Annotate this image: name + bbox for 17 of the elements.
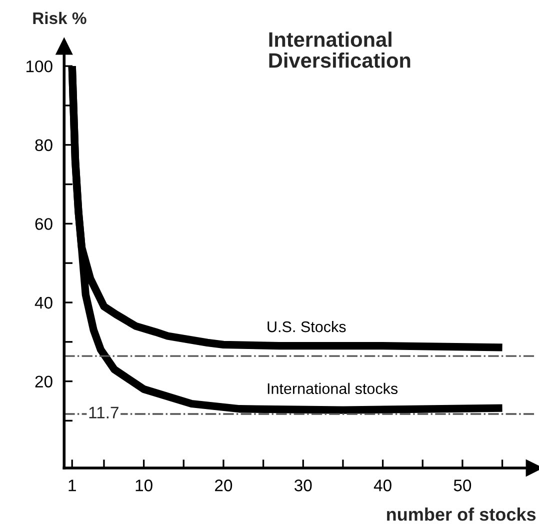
y-axis-title: Risk % [33, 12, 86, 24]
y-tick-label: 20 [35, 376, 52, 388]
y-tick-label: 40 [34, 296, 52, 309]
ref-line-label: 11.7 [89, 406, 118, 418]
y-tick-label: 100 [26, 60, 52, 72]
y-tick-label: 60 [35, 218, 52, 230]
x-tick-label: 1 [68, 480, 76, 492]
chart-title: International Diversification [269, 32, 410, 68]
series-label: International stocks [268, 382, 398, 394]
x-tick-label: 50 [454, 480, 472, 492]
x-tick-label: 30 [294, 480, 312, 492]
x-axis-title: number of stocks [387, 508, 536, 521]
y-tick-label: 80 [35, 139, 52, 152]
x-tick-label: 20 [215, 480, 232, 492]
x-tick-label: 10 [136, 480, 152, 492]
series-label: U.S. Stocks [268, 320, 346, 332]
x-tick-label: 40 [374, 480, 392, 492]
